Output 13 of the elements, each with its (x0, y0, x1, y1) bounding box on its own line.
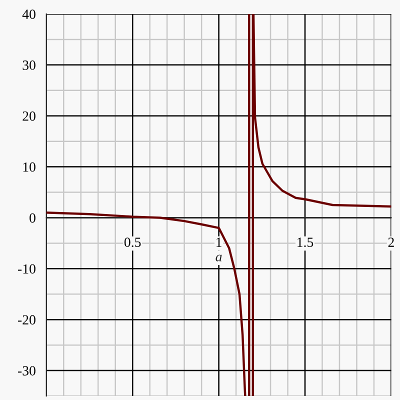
x-tick-label: 1.5 (298, 238, 314, 248)
y-tick-label: -30 (18, 366, 36, 376)
y-tick-label: 40 (22, 10, 36, 19)
x-axis-title: a (216, 254, 222, 262)
y-tick-label: 30 (22, 60, 36, 70)
y-tick-label: -10 (18, 264, 36, 274)
x-tick-label: 1 (216, 238, 222, 247)
y-tick-label: -20 (18, 315, 36, 325)
y-tick-label: 0 (30, 213, 36, 223)
x-tick-label: 2 (388, 238, 394, 247)
x-tick-label: 0.5 (124, 238, 141, 248)
y-tick-label: 20 (22, 111, 36, 121)
y-tick-label: 10 (23, 162, 36, 172)
